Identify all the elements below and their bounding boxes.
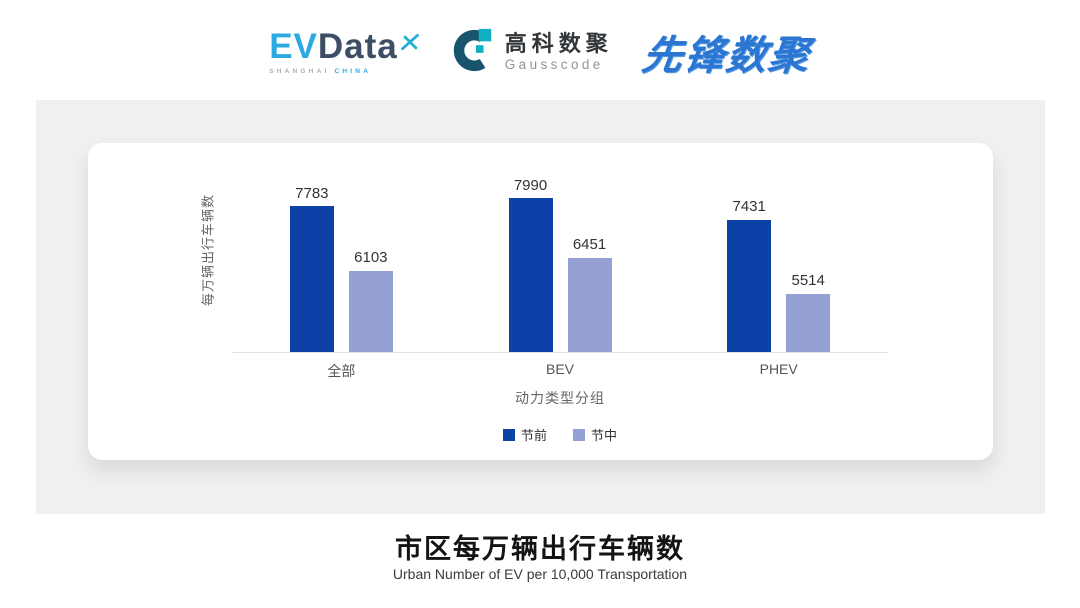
x-axis-line: [232, 352, 888, 353]
bar-column: 7431: [727, 198, 772, 352]
chart-legend: 节前 节中: [232, 425, 888, 444]
bar-column: 6103: [348, 249, 393, 352]
y-axis-label: 每万辆出行车辆数: [200, 193, 216, 307]
bar-column: 5514: [786, 272, 831, 352]
bar-节前-全部: [289, 206, 334, 352]
bar-节中-BEV: [567, 257, 612, 352]
bar-column: 7783: [289, 184, 334, 352]
legend-label: 节前: [520, 428, 547, 443]
bar-group-全部: 7783 6103: [232, 184, 451, 352]
bar-column: 7990: [508, 176, 553, 352]
x-axis-title: 动力类型分组: [515, 390, 605, 406]
gausscode-icon: [450, 27, 496, 78]
bar-value-label: 6451: [572, 236, 607, 253]
chart-title: 市区每万辆出行车辆数: [395, 534, 685, 564]
logo-header: EV Data SHANGHAI CHINA 高科数聚 Gausscode: [0, 16, 1080, 88]
chart-panel: 每万辆出行车辆数 7783 6103 7990 6451 7431 5514 全部 BEV P…: [36, 100, 1045, 514]
bar-value-label: 5514: [791, 272, 825, 290]
legend-swatch-icon: [502, 428, 515, 441]
evdata-wordmark: EV Data: [269, 29, 420, 64]
bar-value-label: 7783: [295, 184, 329, 202]
evdata-logo: EV Data SHANGHAI CHINA: [269, 29, 420, 75]
gausscode-logo: 高科数聚 Gausscode: [450, 27, 613, 78]
legend-item-节前[interactable]: 节前: [502, 425, 547, 444]
category-label-BEV: BEV: [546, 361, 575, 377]
gausscode-text: 高科数聚 Gausscode: [505, 31, 613, 72]
bar-value-label: 7431: [732, 198, 766, 216]
bar-value-label: 7990: [513, 176, 548, 194]
xianfeng-shuju-logo: 先锋数聚: [639, 34, 814, 78]
bar-节前-BEV: [508, 198, 553, 352]
bar-节中-全部: [348, 270, 393, 352]
legend-label: 节中: [591, 428, 618, 443]
gausscode-en-text: Gausscode: [504, 56, 604, 72]
plot-area: 7783 6103 7990 6451 7431 5514: [232, 163, 888, 352]
chart-card: 每万辆出行车辆数 7783 6103 7990 6451 7431 5514 全部 BEV P…: [88, 143, 993, 460]
bar-group-BEV: 7990 6451: [451, 176, 670, 352]
legend-item-节中[interactable]: 节中: [573, 425, 617, 444]
evdata-data-text: Data: [317, 27, 398, 66]
evdata-subtext: SHANGHAI CHINA: [269, 68, 420, 75]
legend-swatch-icon: [573, 428, 585, 441]
chart-subtitle: Urban Number of EV per 10,000 Transporta…: [392, 566, 688, 582]
bar-value-label: 6103: [354, 249, 388, 267]
bar-节中-PHEV: [786, 293, 831, 352]
bar-group-PHEV: 7431 5514: [669, 199, 888, 352]
category-labels: 全部 BEV PHEV: [232, 361, 888, 381]
evdata-china-text: CHINA: [334, 68, 372, 75]
evdata-ev-text: EV: [269, 27, 318, 66]
category-label-PHEV: PHEV: [759, 361, 798, 377]
gausscode-cn-text: 高科数聚: [504, 31, 613, 57]
evdata-x-spark-icon: [400, 23, 420, 58]
bar-column: 6451: [567, 236, 612, 352]
bar-节前-PHEV: [727, 219, 772, 352]
evdata-shanghai-text: SHANGHAI: [269, 68, 330, 75]
category-label-全部: 全部: [327, 363, 356, 379]
